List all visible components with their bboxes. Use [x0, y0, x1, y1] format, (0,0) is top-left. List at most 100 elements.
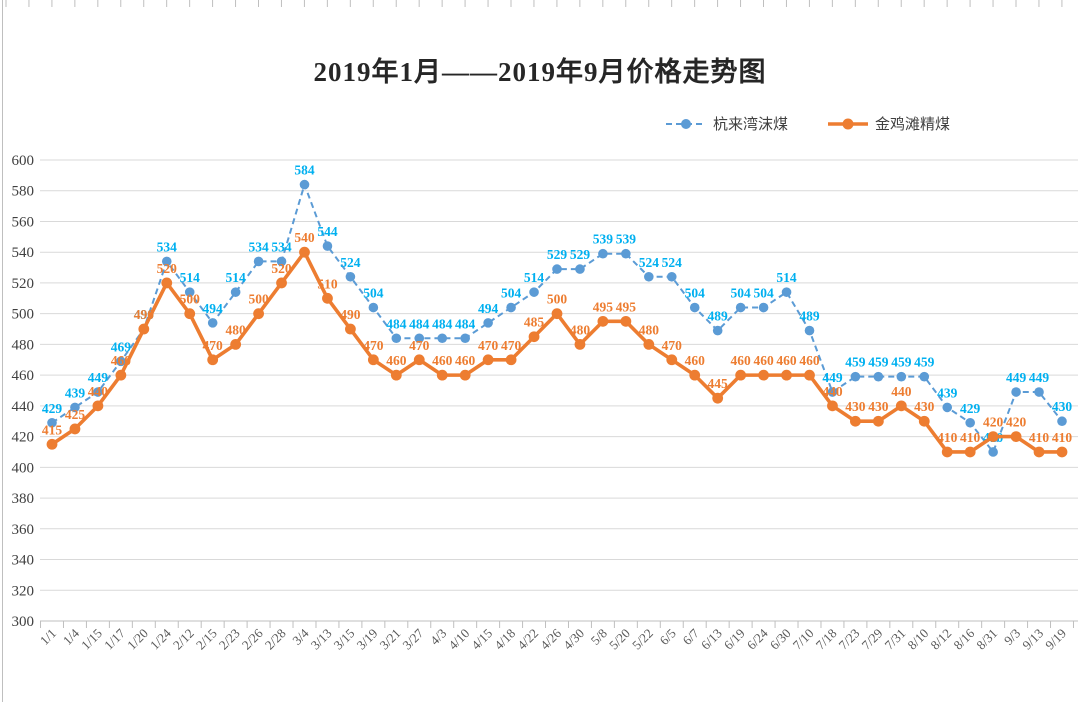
data-point-金鸡滩精煤[interactable] [138, 323, 150, 335]
data-point-金鸡滩精煤[interactable] [390, 369, 402, 381]
data-point-杭来湾沫煤[interactable] [1057, 416, 1067, 427]
data-point-金鸡滩精煤[interactable] [735, 369, 747, 381]
data-point-杭来湾沫煤[interactable] [391, 333, 402, 344]
data-point-杭来湾沫煤[interactable] [689, 302, 700, 313]
data-point-金鸡滩精煤[interactable] [895, 400, 907, 412]
data-point-金鸡滩精煤[interactable] [1010, 431, 1022, 442]
data-point-金鸡滩精煤[interactable] [666, 354, 678, 366]
data-point-金鸡滩精煤[interactable] [46, 438, 58, 450]
data-point-金鸡滩精煤[interactable] [345, 323, 356, 335]
data-point-杭来湾沫煤[interactable] [506, 302, 516, 313]
legend-item-hanglaiwan[interactable]: 杭来湾沫煤 [665, 113, 788, 134]
data-point-杭来湾沫煤[interactable] [116, 356, 126, 367]
data-point-金鸡滩精煤[interactable] [207, 354, 219, 366]
data-point-杭来湾沫煤[interactable] [47, 417, 57, 428]
data-point-金鸡滩精煤[interactable] [850, 415, 861, 427]
data-point-杭来湾沫煤[interactable] [253, 256, 264, 267]
data-point-杭来湾沫煤[interactable] [276, 256, 287, 267]
data-point-杭来湾沫煤[interactable] [161, 256, 172, 267]
data-point-杭来湾沫煤[interactable] [1034, 387, 1044, 397]
data-point-金鸡滩精煤[interactable] [184, 308, 196, 320]
data-point-杭来湾沫煤[interactable] [598, 248, 608, 259]
data-point-金鸡滩精煤[interactable] [827, 400, 838, 412]
data-point-杭来湾沫煤[interactable] [965, 417, 975, 428]
data-point-金鸡滩精煤[interactable] [712, 392, 724, 404]
data-point-金鸡滩精煤[interactable] [413, 354, 425, 366]
data-point-金鸡滩精煤[interactable] [367, 354, 379, 366]
data-point-金鸡滩精煤[interactable] [964, 446, 976, 458]
data-point-金鸡滩精煤[interactable] [643, 339, 655, 350]
data-label-金鸡滩精煤: 460 [432, 353, 453, 368]
data-point-金鸡滩精煤[interactable] [1056, 446, 1068, 458]
data-point-金鸡滩精煤[interactable] [482, 354, 494, 366]
data-point-杭来湾沫煤[interactable] [70, 402, 80, 413]
data-point-杭来湾沫煤[interactable] [988, 447, 998, 457]
data-point-杭来湾沫煤[interactable] [896, 371, 907, 382]
x-axis-label: 7/31 [881, 626, 908, 653]
data-point-金鸡滩精煤[interactable] [276, 277, 287, 289]
data-point-杭来湾沫煤[interactable] [781, 287, 792, 297]
data-point-杭来湾沫煤[interactable] [207, 318, 218, 328]
data-point-金鸡滩精煤[interactable] [551, 308, 563, 320]
data-point-金鸡滩精煤[interactable] [161, 277, 173, 289]
data-point-金鸡滩精煤[interactable] [781, 369, 792, 381]
data-point-杭来湾沫煤[interactable] [322, 241, 333, 251]
data-point-金鸡滩精煤[interactable] [230, 339, 242, 350]
data-point-杭来湾沫煤[interactable] [368, 302, 379, 313]
data-point-金鸡滩精煤[interactable] [597, 315, 609, 327]
data-point-杭来湾沫煤[interactable] [460, 333, 470, 344]
data-point-杭来湾沫煤[interactable] [529, 287, 539, 297]
series-line-杭来湾沫煤[interactable] [51, 183, 1063, 453]
data-point-金鸡滩精煤[interactable] [1033, 446, 1045, 458]
data-point-金鸡滩精煤[interactable] [528, 331, 540, 343]
data-point-杭来湾沫煤[interactable] [1011, 387, 1021, 397]
data-point-杭来湾沫煤[interactable] [758, 302, 769, 313]
data-point-杭来湾沫煤[interactable] [827, 387, 838, 397]
data-point-金鸡滩精煤[interactable] [872, 415, 884, 427]
data-point-杭来湾沫煤[interactable] [552, 264, 562, 274]
data-point-杭来湾沫煤[interactable] [666, 271, 677, 282]
data-point-金鸡滩精煤[interactable] [436, 369, 448, 381]
data-point-杭来湾沫煤[interactable] [184, 287, 195, 297]
data-point-杭来湾沫煤[interactable] [483, 318, 493, 328]
x-axis-label: 2/26 [239, 625, 266, 652]
data-point-杭来湾沫煤[interactable] [712, 325, 723, 336]
data-point-杭来湾沫煤[interactable] [575, 264, 585, 274]
data-point-金鸡滩精煤[interactable] [987, 431, 999, 442]
data-point-金鸡滩精煤[interactable] [689, 369, 701, 381]
data-point-金鸡滩精煤[interactable] [574, 339, 586, 350]
data-label-金鸡滩精煤: 410 [937, 430, 958, 445]
data-point-杭来湾沫煤[interactable] [345, 271, 356, 282]
data-point-金鸡滩精煤[interactable] [804, 369, 815, 381]
data-point-杭来湾沫煤[interactable] [919, 371, 930, 382]
data-point-金鸡滩精煤[interactable] [459, 369, 471, 381]
data-point-金鸡滩精煤[interactable] [758, 369, 769, 381]
data-point-杭来湾沫煤[interactable] [735, 302, 746, 313]
data-point-杭来湾沫煤[interactable] [942, 402, 953, 413]
data-point-金鸡滩精煤[interactable] [253, 308, 264, 320]
data-point-金鸡滩精煤[interactable] [299, 246, 310, 258]
data-point-金鸡滩精煤[interactable] [115, 369, 127, 381]
data-point-金鸡滩精煤[interactable] [92, 400, 104, 412]
data-point-杭来湾沫煤[interactable] [414, 333, 425, 344]
data-point-金鸡滩精煤[interactable] [505, 354, 517, 366]
data-point-金鸡滩精煤[interactable] [941, 446, 953, 458]
data-point-杭来湾沫煤[interactable] [804, 325, 815, 336]
x-axis-label: 1/1 [37, 626, 59, 648]
data-point-杭来湾沫煤[interactable] [644, 271, 654, 282]
data-point-杭来湾沫煤[interactable] [437, 333, 448, 344]
data-point-杭来湾沫煤[interactable] [299, 179, 310, 190]
data-label-金鸡滩精煤: 460 [455, 353, 476, 368]
data-point-金鸡滩精煤[interactable] [918, 415, 930, 427]
data-point-杭来湾沫煤[interactable] [621, 248, 631, 259]
data-point-金鸡滩精煤[interactable] [69, 423, 81, 435]
data-point-杭来湾沫煤[interactable] [873, 371, 884, 382]
x-axis-label: 2/15 [193, 626, 220, 653]
data-point-金鸡滩精煤[interactable] [322, 292, 333, 304]
data-point-杭来湾沫煤[interactable] [93, 387, 103, 397]
legend-item-jinjitan[interactable]: 金鸡滩精煤 [827, 113, 950, 134]
data-point-杭来湾沫煤[interactable] [850, 371, 861, 382]
data-point-金鸡滩精煤[interactable] [620, 315, 632, 327]
data-point-杭来湾沫煤[interactable] [230, 287, 241, 297]
